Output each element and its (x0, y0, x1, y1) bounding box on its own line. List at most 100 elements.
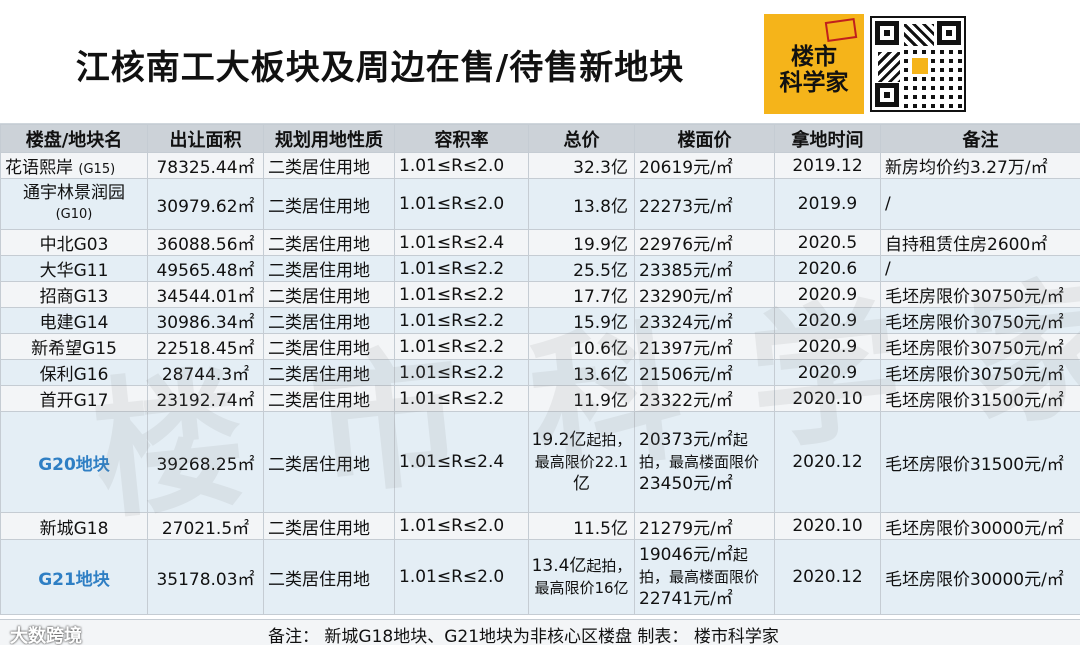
cell-price: 11.5亿 (528, 512, 635, 540)
cell-area: 28744.3㎡ (147, 359, 264, 386)
cell-use: 二类居住用地 (263, 359, 395, 386)
col-unit: 楼面价 (634, 124, 775, 153)
cell-note: 毛坯房限价30000元/㎡ (880, 512, 1080, 540)
cell-price: 13.8亿 (528, 178, 635, 230)
cell-use: 二类居住用地 (263, 178, 395, 230)
table-row: 中北G03 36088.56㎡ 二类居住用地 1.01≤R≤2.4 19.9亿 … (0, 229, 1080, 256)
cell-name: 招商G13 (0, 281, 148, 308)
cell-far: 1.01≤R≤2.2 (394, 307, 529, 334)
table-row: 新城G18 27021.5㎡ 二类居住用地 1.01≤R≤2.0 11.5亿 2… (0, 512, 1080, 540)
cell-date: 2020.12 (774, 411, 881, 513)
cell-use: 二类居住用地 (263, 229, 395, 256)
cell-unit: 20619元/㎡ (634, 152, 775, 179)
cell-price: 25.5亿 (528, 255, 635, 282)
cell-area: 27021.5㎡ (147, 512, 264, 540)
cell-date: 2020.9 (774, 307, 881, 334)
cell-area: 30986.34㎡ (147, 307, 264, 334)
cell-area: 39268.25㎡ (147, 411, 264, 513)
cell-use: 二类居住用地 (263, 539, 395, 615)
table-header-row: 楼盘/地块名 出让面积 规划用地性质 容积率 总价 楼面价 拿地时间 备注 (0, 124, 1080, 153)
cell-date: 2020.10 (774, 385, 881, 412)
cell-use: 二类居住用地 (263, 385, 395, 412)
col-area: 出让面积 (147, 124, 264, 153)
table-row: 通宇林景润园 (G10) 30979.62㎡ 二类居住用地 1.01≤R≤2.0 … (0, 178, 1080, 230)
land-table: 楼盘/地块名 出让面积 规划用地性质 容积率 总价 楼面价 拿地时间 备注 花语… (0, 124, 1080, 615)
cell-name: 保利G16 (0, 359, 148, 386)
cell-note: 新房均价约3.27万/㎡ (880, 152, 1080, 179)
cell-use: 二类居住用地 (263, 152, 395, 179)
cell-unit: 23324元/㎡ (634, 307, 775, 334)
cell-date: 2020.6 (774, 255, 881, 282)
cell-name: 首开G17 (0, 385, 148, 412)
cell-name: G20地块 (0, 411, 148, 513)
cell-far: 1.01≤R≤2.2 (394, 281, 529, 308)
logo-stamp-icon (824, 18, 858, 42)
cell-unit: 21506元/㎡ (634, 359, 775, 386)
cell-area: 30979.62㎡ (147, 178, 264, 230)
cell-name: 新城G18 (0, 512, 148, 540)
cell-date: 2019.12 (774, 152, 881, 179)
logo-line1: 楼市 (791, 44, 837, 70)
cell-area: 49565.48㎡ (147, 255, 264, 282)
cell-area: 22518.45㎡ (147, 333, 264, 360)
header: 江核南工大板块及周边在售/待售新地块 楼市 科学家 (0, 0, 1080, 124)
cell-use: 二类居住用地 (263, 512, 395, 540)
table-row: G20地块 39268.25㎡ 二类居住用地 1.01≤R≤2.4 19.2亿起… (0, 411, 1080, 513)
cell-date: 2020.9 (774, 333, 881, 360)
cell-note: 毛坯房限价30750元/㎡ (880, 307, 1080, 334)
cell-far: 1.01≤R≤2.4 (394, 229, 529, 256)
table-row: 首开G17 23192.74㎡ 二类居住用地 1.01≤R≤2.2 11.9亿 … (0, 385, 1080, 412)
cell-unit: 20373元/㎡起 拍，最高楼面限价 23450元/㎡ (634, 411, 775, 513)
cell-area: 23192.74㎡ (147, 385, 264, 412)
page-title: 江核南工大板块及周边在售/待售新地块 (75, 48, 685, 88)
logo-line2: 科学家 (779, 70, 849, 96)
cell-far: 1.01≤R≤2.4 (394, 411, 529, 513)
table-row: 花语熙岸 (G15) 78325.44㎡ 二类居住用地 1.01≤R≤2.0 3… (0, 152, 1080, 179)
cell-price: 13.6亿 (528, 359, 635, 386)
cell-use: 二类居住用地 (263, 281, 395, 308)
cell-far: 1.01≤R≤2.2 (394, 333, 529, 360)
col-far: 容积率 (394, 124, 529, 153)
cell-date: 2020.9 (774, 281, 881, 308)
cell-price: 17.7亿 (528, 281, 635, 308)
cell-note: 毛坯房限价30750元/㎡ (880, 333, 1080, 360)
cell-price: 10.6亿 (528, 333, 635, 360)
cell-price: 19.9亿 (528, 229, 635, 256)
cell-note: 毛坯房限价30000元/㎡ (880, 539, 1080, 615)
cell-far: 1.01≤R≤2.0 (394, 539, 529, 615)
cell-far: 1.01≤R≤2.2 (394, 385, 529, 412)
cell-unit: 21397元/㎡ (634, 333, 775, 360)
cell-date: 2020.9 (774, 359, 881, 386)
footer-note: 备注： 新城G18地块、G21地块为非核心区楼盘 制表： 楼市科学家 (268, 627, 779, 645)
cell-use: 二类居住用地 (263, 307, 395, 334)
cell-price: 32.3亿 (528, 152, 635, 179)
cell-name: G21地块 (0, 539, 148, 615)
cell-name: 花语熙岸 (G15) (0, 152, 148, 179)
cell-unit: 23290元/㎡ (634, 281, 775, 308)
col-date: 拿地时间 (774, 124, 881, 153)
cell-note: / (880, 178, 1080, 230)
table-row: 保利G16 28744.3㎡ 二类居住用地 1.01≤R≤2.2 13.6亿 2… (0, 359, 1080, 386)
cell-use: 二类居住用地 (263, 255, 395, 282)
cell-date: 2019.9 (774, 178, 881, 230)
cell-unit: 22976元/㎡ (634, 229, 775, 256)
cell-far: 1.01≤R≤2.2 (394, 359, 529, 386)
cell-area: 34544.01㎡ (147, 281, 264, 308)
cell-far: 1.01≤R≤2.2 (394, 255, 529, 282)
cell-name: 通宇林景润园 (G10) (0, 178, 148, 230)
cell-unit: 22273元/㎡ (634, 178, 775, 230)
table-row: 新希望G15 22518.45㎡ 二类居住用地 1.01≤R≤2.2 10.6亿… (0, 333, 1080, 360)
cell-far: 1.01≤R≤2.0 (394, 178, 529, 230)
col-use: 规划用地性质 (263, 124, 395, 153)
col-name: 楼盘/地块名 (0, 124, 148, 153)
cell-unit: 19046元/㎡起 拍，最高楼面限价 22741元/㎡ (634, 539, 775, 615)
cell-area: 35178.03㎡ (147, 539, 264, 615)
cell-area: 36088.56㎡ (147, 229, 264, 256)
cell-note: 毛坯房限价31500元/㎡ (880, 385, 1080, 412)
cell-unit: 21279元/㎡ (634, 512, 775, 540)
cell-date: 2020.10 (774, 512, 881, 540)
cell-note: 毛坯房限价30750元/㎡ (880, 359, 1080, 386)
cell-price: 11.9亿 (528, 385, 635, 412)
cell-name: 中北G03 (0, 229, 148, 256)
col-price: 总价 (528, 124, 635, 153)
